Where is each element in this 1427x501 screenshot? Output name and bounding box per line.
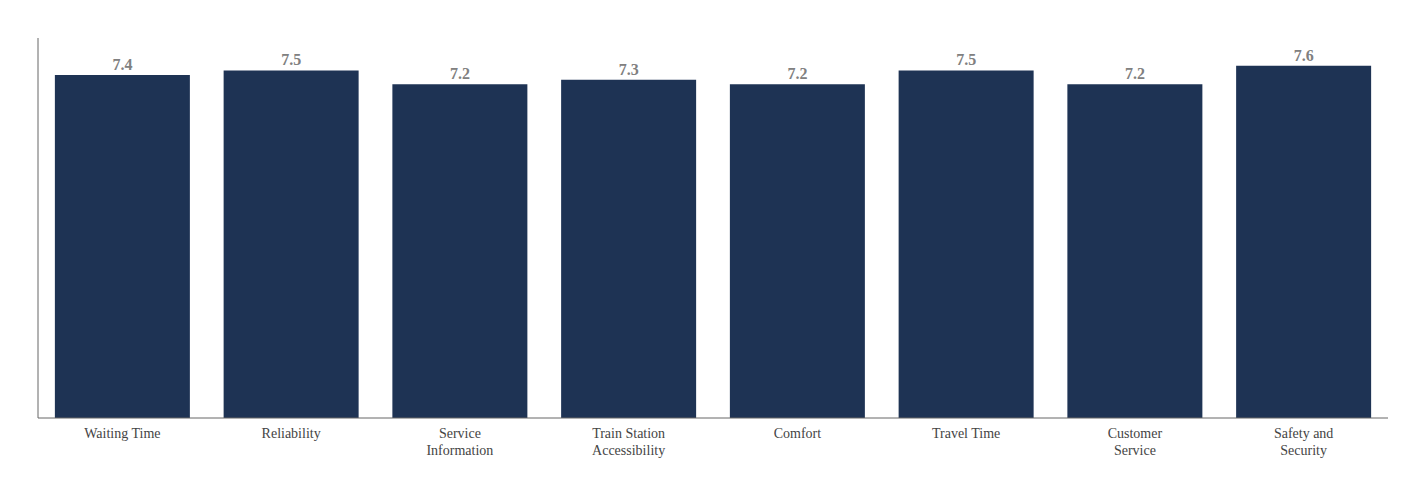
svg-text:7.2: 7.2 <box>1125 65 1145 82</box>
svg-text:7.3: 7.3 <box>619 61 639 78</box>
svg-text:Travel Time: Travel Time <box>932 426 1000 441</box>
svg-text:Waiting Time: Waiting Time <box>84 426 160 441</box>
svg-text:7.2: 7.2 <box>787 65 807 82</box>
svg-text:7.4: 7.4 <box>112 56 132 73</box>
svg-text:Safety andSecurity: Safety andSecurity <box>1274 426 1333 458</box>
svg-text:7.6: 7.6 <box>1294 47 1314 64</box>
svg-text:7.2: 7.2 <box>450 65 470 82</box>
svg-text:Train StationAccessibility: Train StationAccessibility <box>592 426 665 458</box>
svg-text:7.5: 7.5 <box>956 51 976 68</box>
svg-text:Reliability: Reliability <box>262 426 321 441</box>
svg-text:CustomerService: CustomerService <box>1108 426 1163 458</box>
svg-text:ServiceInformation: ServiceInformation <box>426 426 493 458</box>
svg-text:7.5: 7.5 <box>281 51 301 68</box>
svg-text:Comfort: Comfort <box>774 426 822 441</box>
